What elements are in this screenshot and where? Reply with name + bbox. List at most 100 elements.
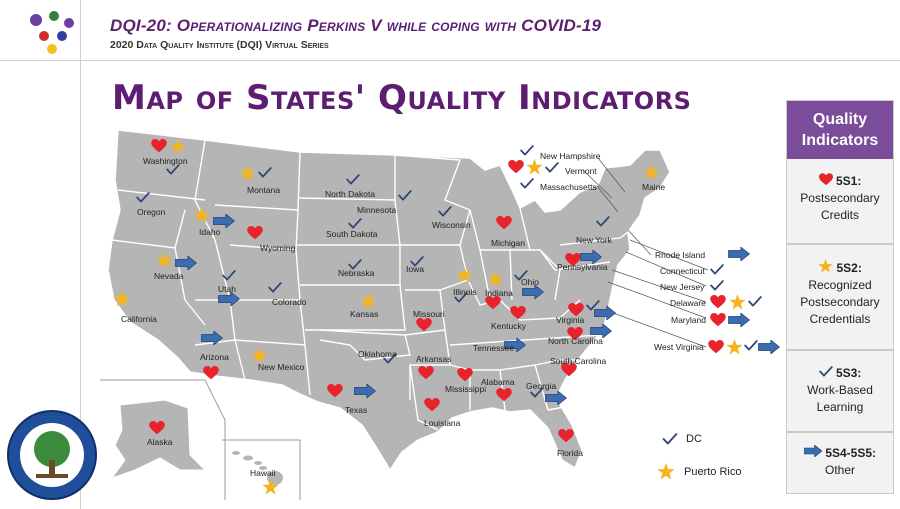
legend-panel: Quality Indicators 5S1: Postsecondary Cr…: [786, 100, 894, 494]
state-label: North Carolina: [548, 336, 603, 346]
legend-item-5s3: 5S3: Work-Based Learning: [787, 365, 893, 416]
state-label: Montana: [247, 185, 281, 195]
state-label: New Hampshire: [540, 151, 601, 161]
star-icon: [726, 339, 743, 355]
state-label: Florida: [557, 448, 583, 458]
state-label: Louisiana: [424, 418, 461, 428]
header-title: DQI-20: Operationalizing Perkins V while…: [110, 16, 602, 35]
legend-code: 5S3:: [835, 366, 862, 380]
check-icon: [545, 162, 559, 173]
state-label: North Dakota: [325, 189, 376, 199]
star-icon: [818, 259, 833, 273]
leader-lines: [582, 157, 709, 348]
arrow-icon: [803, 444, 823, 458]
check-icon: [748, 296, 762, 307]
check-icon: [818, 366, 833, 377]
state-label: New York: [576, 235, 612, 245]
star-icon: [657, 463, 675, 480]
logo-dots: [30, 11, 74, 54]
legend-item-5s1: 5S1: Postsecondary Credits: [787, 173, 893, 224]
check-icon: [710, 264, 724, 275]
state-label: West Virginia: [654, 342, 704, 352]
legend-code: 5S1:: [835, 174, 862, 188]
state-label: Texas: [345, 405, 368, 415]
state-label: Michigan: [491, 238, 526, 248]
state-label: Mississippi: [445, 384, 487, 394]
state-label: Illinois: [453, 287, 477, 297]
check-icon: [520, 145, 534, 156]
state-label: Kansas: [350, 309, 379, 319]
state-label: Nevada: [154, 271, 184, 281]
state-label: Maryland: [671, 315, 706, 325]
state-label: Hawaii: [250, 468, 276, 478]
legend-divider: [787, 349, 893, 351]
header-subtitle: 2020 Data Quality Institute (DQI) Virtua…: [110, 39, 329, 51]
arrow-icon: [728, 313, 750, 327]
legend-desc: Recognized Postsecondary Credentials: [800, 278, 880, 326]
legend-desc: Other: [824, 463, 855, 477]
page-title: Map of States' Quality Indicators: [112, 78, 692, 118]
state-label: Ohio: [521, 277, 539, 287]
state-label: Alaska: [147, 437, 173, 447]
department-of-education-seal: [7, 410, 97, 500]
state-label: Delaware: [670, 298, 706, 308]
star-icon: [729, 294, 746, 310]
state-label: Arkansas: [416, 354, 452, 364]
legend-desc: Work-Based Learning: [807, 383, 873, 414]
state-label: South Carolina: [550, 356, 607, 366]
state-label: New Mexico: [258, 362, 305, 372]
state-label: Georgia: [526, 381, 557, 391]
state-label: Indiana: [485, 288, 513, 298]
check-icon: [744, 340, 758, 351]
state-label: South Dakota: [326, 229, 378, 239]
state-label: Pennsylvania: [557, 262, 608, 272]
state-label: Iowa: [406, 264, 424, 274]
state-label: Wyoming: [260, 243, 296, 253]
heart-icon: [710, 313, 726, 327]
state-label: Alabama: [481, 377, 515, 387]
heart-icon: [818, 173, 833, 186]
legend-desc: Postsecondary Credits: [800, 191, 880, 222]
check-icon: [710, 280, 724, 291]
state-label: Nebraska: [338, 268, 375, 278]
legend-code: 5S4-5S5:: [825, 446, 877, 460]
check-icon: [520, 178, 534, 189]
legend-item-5s2: 5S2: Recognized Postsecondary Credential…: [787, 259, 893, 328]
state-label: Oregon: [137, 207, 166, 217]
state-label: Wisconsin: [432, 220, 471, 230]
alaska-shape: [110, 399, 207, 479]
state-label: Vermont: [565, 166, 597, 176]
arrow-icon: [728, 247, 750, 261]
state-label: Maine: [642, 182, 666, 192]
heart-icon: [710, 295, 726, 309]
heart-icon: [708, 340, 724, 354]
legend-item-5s4-5s5: 5S4-5S5: Other: [787, 444, 893, 479]
star-icon: [526, 159, 543, 175]
state-label: Massachusetts: [540, 182, 597, 192]
state-label: Virginia: [556, 315, 585, 325]
check-icon: [662, 433, 678, 445]
dc-label: DC: [686, 433, 702, 445]
puerto-rico-label: Puerto Rico: [684, 466, 742, 478]
state-label: Arizona: [200, 352, 229, 362]
state-label: New Jersey: [660, 282, 705, 292]
us-contiguous-shape: [107, 129, 671, 472]
legend-divider: [787, 431, 893, 433]
state-label: Missouri: [413, 309, 445, 319]
state-label: California: [121, 314, 157, 324]
arrow-icon: [758, 340, 780, 354]
state-label: Colorado: [272, 297, 307, 307]
state-label: Connecticut: [660, 266, 705, 276]
state-label: Idaho: [199, 227, 221, 237]
state-label: Oklahoma: [358, 349, 397, 359]
legend-code: 5S2:: [836, 261, 862, 275]
state-label: Tennessee: [473, 343, 515, 353]
legend-heading: Quality Indicators: [787, 101, 893, 159]
header-divider-vertical: [80, 0, 81, 509]
legend-divider: [787, 243, 893, 245]
state-label: Rhode Island: [655, 250, 706, 260]
heart-icon: [508, 160, 524, 174]
header-divider-horizontal: [0, 60, 900, 61]
